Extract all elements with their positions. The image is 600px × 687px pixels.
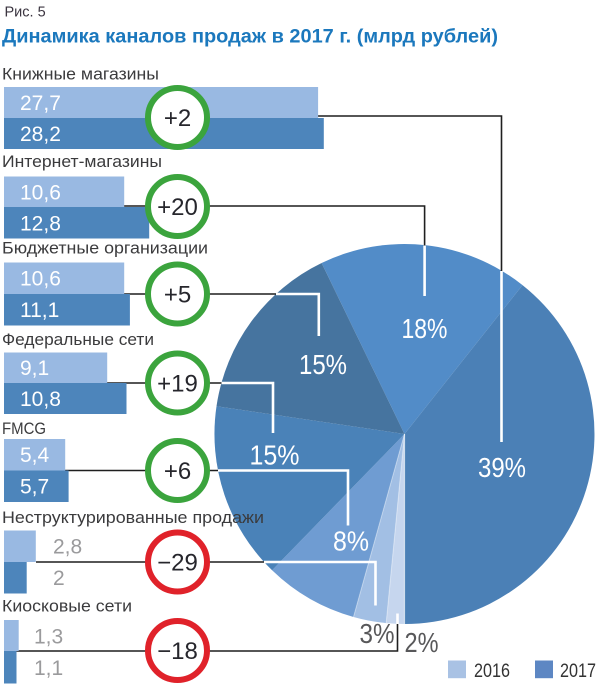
svg-text:12,8: 12,8 <box>20 213 61 236</box>
svg-text:Интернет-магазины: Интернет-магазины <box>2 152 162 171</box>
svg-text:15%: 15% <box>250 440 300 471</box>
svg-text:Неструктурированные продажи: Неструктурированные продажи <box>2 508 264 527</box>
svg-text:+20: +20 <box>157 194 198 221</box>
svg-text:18%: 18% <box>402 313 448 344</box>
svg-text:−29: −29 <box>157 550 198 577</box>
svg-text:FMCG: FMCG <box>2 419 46 438</box>
svg-text:2,8: 2,8 <box>53 536 82 559</box>
svg-text:2017: 2017 <box>560 661 596 682</box>
svg-text:+2: +2 <box>164 105 191 132</box>
svg-text:11,1: 11,1 <box>20 299 59 322</box>
svg-text:3%: 3% <box>360 618 395 649</box>
svg-text:+5: +5 <box>164 282 191 309</box>
svg-text:+19: +19 <box>157 371 198 398</box>
svg-text:1,3: 1,3 <box>34 626 63 649</box>
svg-text:8%: 8% <box>333 526 369 557</box>
svg-text:15%: 15% <box>299 349 347 380</box>
svg-text:2016: 2016 <box>474 661 510 682</box>
svg-text:Федеральные сети: Федеральные сети <box>2 330 154 349</box>
svg-text:5,7: 5,7 <box>20 476 49 499</box>
svg-text:1,1: 1,1 <box>34 657 63 680</box>
svg-text:Книжные магазины: Книжные магазины <box>2 65 159 84</box>
svg-text:−18: −18 <box>157 638 198 665</box>
svg-text:10,6: 10,6 <box>20 182 61 205</box>
svg-text:10,6: 10,6 <box>20 268 61 291</box>
svg-text:28,2: 28,2 <box>20 123 61 146</box>
svg-text:27,7: 27,7 <box>20 92 61 115</box>
svg-text:Киосковые сети: Киосковые сети <box>2 597 132 616</box>
svg-text:10,8: 10,8 <box>20 388 61 411</box>
svg-text:9,1: 9,1 <box>20 357 49 380</box>
svg-text:+6: +6 <box>164 458 191 485</box>
svg-text:2%: 2% <box>405 627 439 658</box>
svg-text:Рис. 5: Рис. 5 <box>5 5 46 21</box>
svg-text:5,4: 5,4 <box>20 444 50 467</box>
svg-text:Динамика каналов продаж в 2017: Динамика каналов продаж в 2017 г. (млрд … <box>2 26 498 48</box>
svg-text:Бюджетные организации: Бюджетные организации <box>2 239 208 258</box>
svg-text:2: 2 <box>53 567 65 590</box>
svg-text:39%: 39% <box>478 452 526 483</box>
